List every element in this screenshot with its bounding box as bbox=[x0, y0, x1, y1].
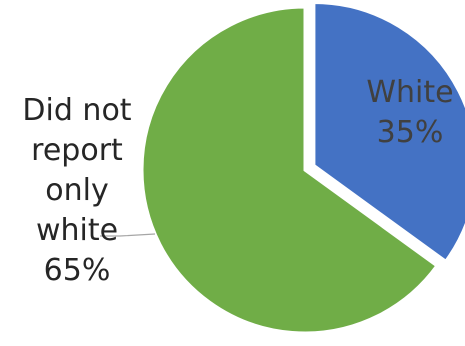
leader-line bbox=[100, 233, 156, 237]
slice-label-1-line-4: 65% bbox=[44, 253, 111, 288]
slice-label-1-line-2: only bbox=[45, 173, 108, 208]
pie-slice-white bbox=[312, 0, 465, 264]
slice-labels: White 35% Did not report only white 65% bbox=[22, 75, 453, 288]
leader-lines bbox=[100, 233, 156, 237]
slice-label-1-line-0: Did not bbox=[22, 93, 131, 128]
slice-label-0-line-1: 35% bbox=[377, 115, 444, 150]
pie-slices bbox=[140, 0, 465, 335]
slice-label-1-line-3: white bbox=[36, 213, 118, 248]
slice-label-0-line-0: White bbox=[366, 75, 453, 110]
slice-label-1-line-1: report bbox=[31, 133, 123, 168]
pie-slice-did-not-report-only-white bbox=[140, 5, 439, 335]
